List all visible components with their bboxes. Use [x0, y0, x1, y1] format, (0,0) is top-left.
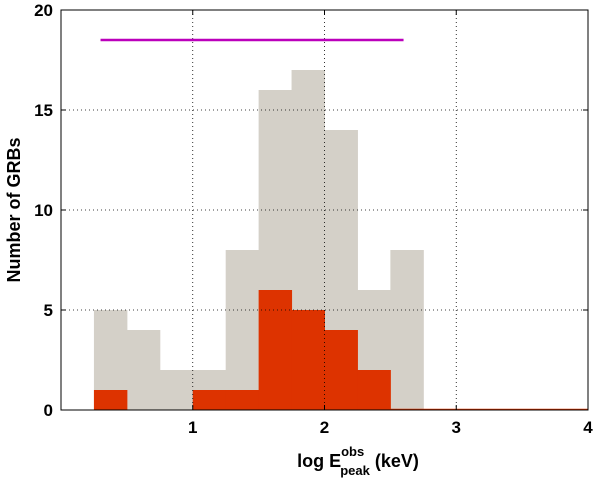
bar-series2-bin7	[291, 310, 325, 410]
x-tick-label-1: 1	[188, 418, 197, 437]
x-axis-label-subscript: peak	[340, 463, 370, 478]
bar-series2-bin1	[93, 390, 128, 410]
bar-series2-bin4	[192, 390, 227, 410]
y-axis-label: Number of GRBs	[4, 137, 24, 282]
bar-series1-bin10	[390, 250, 424, 410]
x-tick-label-3: 3	[452, 418, 461, 437]
x-axis-label: log Eobs peak (keV)	[297, 444, 419, 478]
bar-series1-bin3	[159, 370, 194, 410]
bar-series2-bin5	[225, 390, 260, 410]
bar-series2-bin9	[357, 370, 391, 410]
x-tick-label-4: 4	[583, 418, 593, 437]
y-tick-label-5: 5	[44, 301, 53, 320]
x-axis-label-superscript: obs	[341, 444, 364, 459]
bar-series2-bin6	[258, 290, 293, 410]
y-tick-label-10: 10	[34, 201, 53, 220]
bar-series1-bin2	[126, 330, 161, 410]
axes	[60, 9, 589, 411]
bar-series2-bin8	[324, 330, 358, 410]
tick-labels: 1 2 3 4 0 5 10 15 20	[34, 1, 593, 437]
bar-series1-bin5	[225, 250, 260, 410]
x-axis-label-prefix: log E	[297, 451, 341, 471]
y-tick-label-15: 15	[34, 101, 53, 120]
y-tick-label-0: 0	[44, 401, 53, 420]
x-tick-label-2: 2	[320, 418, 329, 437]
y-tick-label-20: 20	[34, 1, 53, 20]
plot-area	[61, 10, 589, 411]
x-axis-label-suffix: (keV)	[370, 451, 419, 471]
